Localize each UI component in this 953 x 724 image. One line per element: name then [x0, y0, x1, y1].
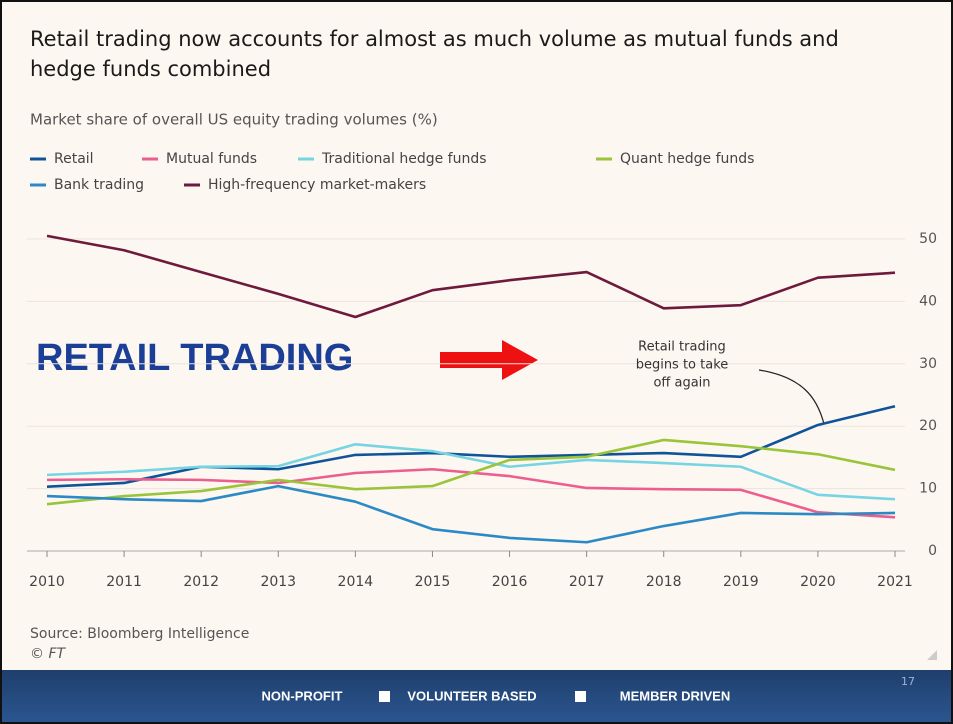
- annotation: begins to take: [636, 358, 729, 373]
- x-tick-label: 2014: [338, 574, 374, 590]
- footer-item: MEMBER DRIVEN: [620, 688, 731, 703]
- series-line: [46, 234, 896, 319]
- chart-subtitle: Market share of overall US equity tradin…: [30, 111, 438, 129]
- x-tick-label: 2016: [492, 574, 528, 590]
- legend-label: Traditional hedge funds: [321, 151, 487, 167]
- series-line: [46, 404, 896, 489]
- footer-item: NON-PROFIT: [262, 688, 343, 703]
- footer-square: [575, 691, 586, 702]
- legend-label: Bank trading: [54, 177, 144, 193]
- overlay-text: RETAIL TRADING: [36, 337, 353, 379]
- legend-label: High-frequency market-makers: [208, 177, 426, 193]
- chart-title: Retail trading now accounts for almost a…: [30, 27, 839, 81]
- series-line: [46, 484, 896, 544]
- source: Source: Bloomberg Intelligence: [30, 626, 249, 642]
- page-number: 17: [901, 675, 915, 688]
- annotation: Retail trading: [638, 340, 726, 355]
- annotation: off again: [653, 376, 710, 391]
- x-tick-label: 2015: [415, 574, 451, 590]
- y-tick-label: 30: [919, 356, 937, 372]
- series-line: [46, 438, 896, 506]
- x-tick-label: 2011: [106, 574, 142, 590]
- corner: [927, 650, 937, 660]
- legend-label: Mutual funds: [166, 151, 257, 167]
- chart: Market share of overall US equity tradin…: [27, 111, 937, 662]
- x-tick-label: 2017: [569, 574, 605, 590]
- y-tick-label: 20: [919, 418, 937, 434]
- y-tick-label: 40: [919, 293, 937, 309]
- x-tick-label: 2018: [646, 574, 682, 590]
- x-tick-label: 2012: [183, 574, 219, 590]
- y-tick-label: 0: [928, 543, 937, 559]
- series-line: [46, 442, 896, 501]
- x-tick-label: 2013: [260, 574, 296, 590]
- credit: © FT: [30, 646, 67, 662]
- footer-square: [379, 691, 390, 702]
- x-tick-label: 2020: [800, 574, 836, 590]
- footer: NON-PROFIT VOLUNTEER BASED MEMBER DRIVEN 17: [2, 670, 951, 722]
- footer-svg: NON-PROFIT VOLUNTEER BASED MEMBER DRIVEN 17: [262, 675, 915, 703]
- x-tick-label: 2021: [877, 574, 913, 590]
- annotation-arrow: [758, 369, 825, 425]
- x-tick-label: 2010: [29, 574, 65, 590]
- arrow: [440, 340, 538, 380]
- x-tick-label: 2019: [723, 574, 759, 590]
- y-tick-label: 10: [919, 481, 937, 497]
- y-tick-label: 50: [919, 231, 937, 247]
- legend-label: Retail: [54, 151, 94, 167]
- footer-item: VOLUNTEER BASED: [407, 688, 536, 703]
- legend-label: Quant hedge funds: [620, 151, 754, 167]
